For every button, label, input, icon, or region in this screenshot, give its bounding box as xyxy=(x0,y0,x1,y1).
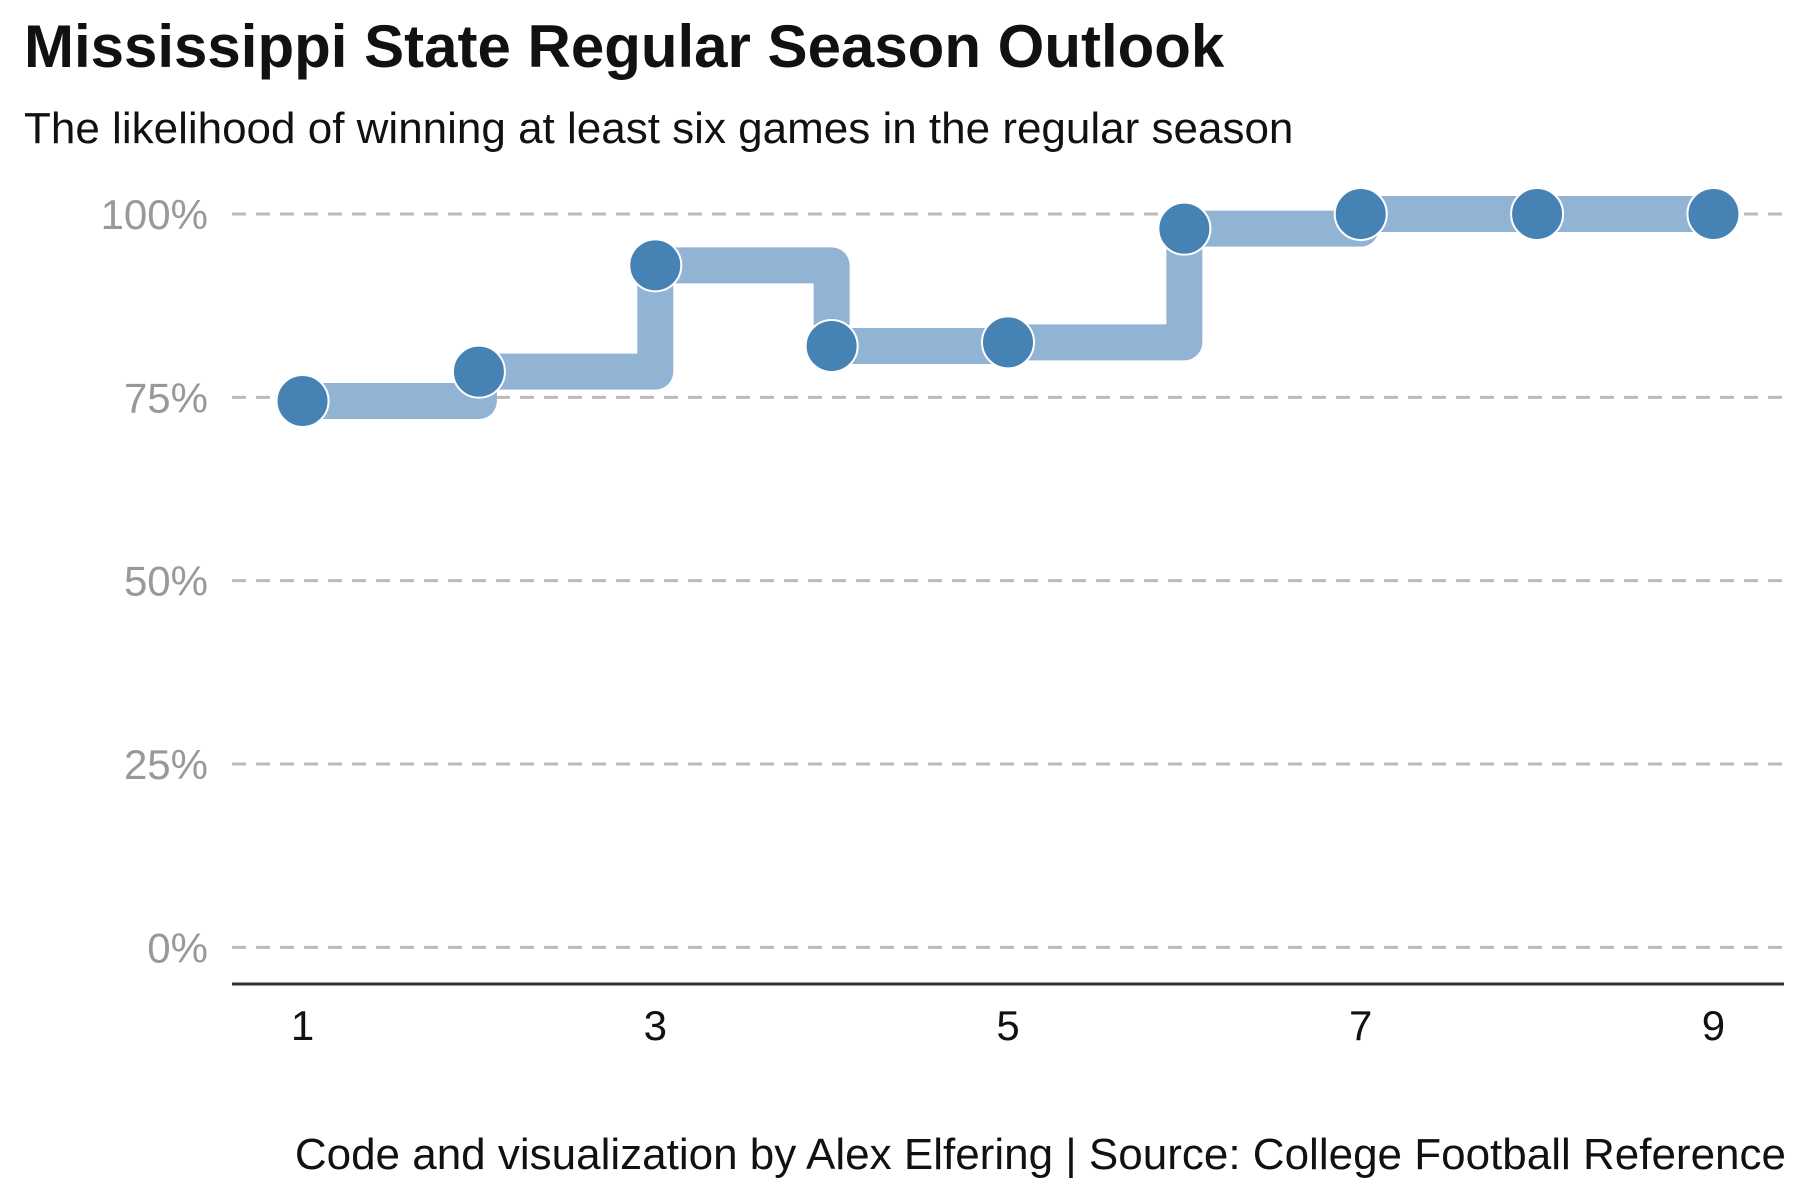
data-point-3 xyxy=(628,238,683,293)
data-point-2 xyxy=(451,344,506,399)
data-point-4 xyxy=(804,319,859,373)
x-tick-label: 1 xyxy=(291,1002,314,1049)
data-point-5 xyxy=(981,315,1035,370)
x-axis-tick-labels: 1 3 5 7 9 xyxy=(291,1002,1725,1049)
x-tick-label: 9 xyxy=(1702,1002,1725,1049)
data-point-7 xyxy=(1333,187,1388,241)
data-point-1 xyxy=(275,374,330,428)
y-tick-label: 75% xyxy=(124,374,208,421)
source-caption: Code and visualization by Alex Elfering … xyxy=(294,1130,1786,1179)
chart-subtitle: The likelihood of winning at least six g… xyxy=(24,104,1294,153)
x-tick-label: 5 xyxy=(996,1002,1019,1049)
data-points xyxy=(275,187,1741,428)
x-tick-label: 7 xyxy=(1349,1002,1372,1049)
y-axis-tick-labels: 0% 25% 50% 75% 100% xyxy=(101,191,208,971)
y-tick-label: 25% xyxy=(124,741,208,788)
gridlines xyxy=(232,212,1784,949)
data-point-8 xyxy=(1510,187,1565,241)
data-point-6 xyxy=(1157,201,1212,256)
y-tick-label: 50% xyxy=(124,558,208,605)
x-tick-label: 3 xyxy=(644,1002,667,1049)
chart-title: Mississippi State Regular Season Outlook xyxy=(24,13,1225,80)
series-step-line xyxy=(284,196,1732,419)
data-point-9 xyxy=(1686,187,1741,241)
y-tick-label: 100% xyxy=(101,191,208,238)
y-tick-label: 0% xyxy=(147,924,208,971)
